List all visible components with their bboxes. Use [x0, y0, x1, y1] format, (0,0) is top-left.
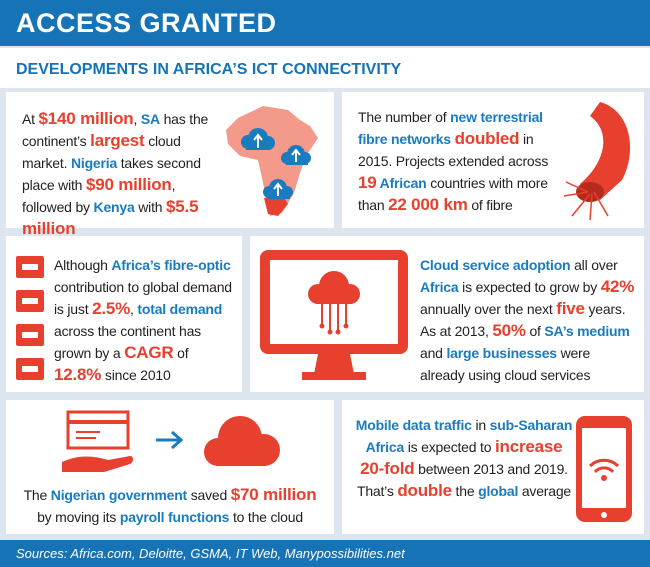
text-segment: and — [420, 323, 634, 361]
text-segment: with — [134, 199, 167, 215]
text-segment: all over — [570, 257, 622, 273]
text-segment: , — [133, 111, 141, 127]
text-segment: contribution to global demand is just — [54, 257, 236, 317]
text-segment: The number of — [358, 109, 451, 125]
text-segment: takes second place with — [22, 155, 205, 193]
text-segment: 22 000 km — [388, 195, 468, 214]
text-segment: of — [525, 323, 545, 339]
text-segment: of — [173, 345, 193, 361]
text-segment: largest — [90, 131, 145, 150]
panel-text: Mobile data traffic in sub-Saharan Afric… — [352, 414, 576, 502]
sources: Sources: Africa.com, Deloitte, GSMA, IT … — [0, 540, 650, 567]
text-segment: Kenya — [93, 199, 135, 215]
text-segment: Mobile data traffic — [355, 417, 472, 433]
fibre-cable-icon — [563, 102, 631, 221]
text-segment: the — [451, 483, 479, 499]
text-segment: since 2010 — [101, 367, 171, 383]
payroll-cloud-icon — [62, 410, 280, 472]
text-segment: $90 million — [85, 175, 172, 194]
text-segment: Nigeria — [70, 155, 118, 171]
text-segment: by moving its — [37, 487, 321, 525]
text-segment: The — [23, 487, 51, 503]
text-segment: SA — [140, 111, 160, 127]
text-segment: CAGR — [124, 343, 174, 362]
text-segment: sub-Saharan Africa — [365, 417, 576, 455]
title: ACCESS GRANTED — [0, 0, 650, 46]
text-segment: 42% — [600, 277, 635, 296]
text-segment: 50% — [492, 321, 526, 340]
text-segment: total demand — [137, 301, 223, 317]
text-segment: annually over the next — [420, 279, 638, 317]
panel — [6, 236, 242, 392]
panel — [6, 400, 334, 534]
text-segment: African — [376, 175, 427, 191]
text-segment: between 2013 and 2019. That’s — [356, 461, 572, 499]
text-segment: $140 million — [38, 109, 134, 128]
text-segment: $5.5 million — [22, 197, 203, 238]
subtitle: DEVELOPMENTS IN AFRICA’S ICT CONNECTIVIT… — [0, 48, 650, 88]
text-segment: $70 million — [230, 485, 317, 504]
text-segment: Africa’s fibre-optic — [111, 257, 231, 273]
text-segment: in — [471, 417, 490, 433]
text-segment: SA’s medium — [544, 323, 630, 339]
text-segment: is expected to — [404, 439, 496, 455]
africa-map-icon — [226, 106, 318, 216]
panel-text: The number of new terrestrial fibre netw… — [358, 106, 566, 216]
text-segment: double — [397, 481, 452, 500]
text-segment: in 2015. Projects extended across — [358, 131, 552, 169]
panel-text: Cloud service adoption all over Africa i… — [420, 254, 636, 386]
chat-icons — [16, 256, 44, 380]
text-segment: across the continent has grown by a — [54, 301, 226, 361]
text-segment: 19 — [358, 173, 377, 192]
panel-text: At $140 million, SA has the continent’s … — [22, 108, 218, 240]
text-segment: to the cloud — [229, 509, 303, 525]
text-segment: were already using cloud services — [420, 345, 594, 383]
text-segment: years. As at 2013, — [420, 301, 629, 339]
panel-text: The Nigerian government saved $70 millio… — [20, 484, 320, 528]
text-segment: five — [556, 299, 585, 318]
text-segment: , — [130, 301, 138, 317]
text-segment: saved — [187, 487, 231, 503]
text-segment: average — [518, 483, 572, 499]
text-segment: Nigerian government — [50, 487, 188, 503]
text-segment: increase 20-fold — [360, 437, 567, 478]
monitor-cloud-icon — [260, 250, 408, 380]
text-segment: Africa — [420, 279, 459, 295]
text-segment: is expected to grow by — [458, 279, 601, 295]
text-segment: Although — [54, 257, 112, 273]
text-segment: has the continent’s — [22, 111, 212, 149]
text-segment: new terrestrial fibre networks — [358, 109, 547, 147]
text-segment: global — [478, 483, 519, 499]
text-segment: 12.8% — [54, 365, 102, 384]
text-segment: countries with more than — [358, 175, 552, 213]
text-segment: of fibre — [467, 197, 513, 213]
text-segment: cloud market. — [22, 133, 185, 171]
panel-text: Although Africa’s fibre-optic contributi… — [54, 254, 236, 386]
text-segment: 2.5% — [92, 299, 131, 318]
text-segment: large businesses — [446, 345, 557, 361]
text-segment: , followed by — [22, 177, 180, 215]
phone-icon — [576, 416, 632, 522]
text-segment: doubled — [454, 129, 520, 148]
text-segment: payroll functions — [119, 509, 230, 525]
text-segment: At — [22, 111, 39, 127]
text-segment: Cloud service adoption — [420, 257, 571, 273]
